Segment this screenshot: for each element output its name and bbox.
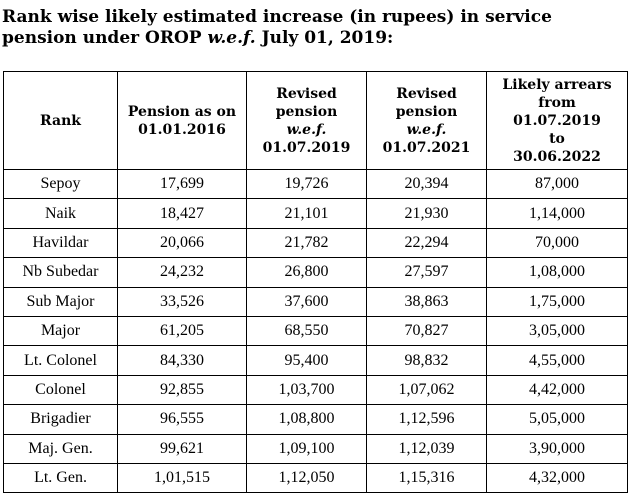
cell-arrears: 1,14,000 xyxy=(486,198,628,229)
header-revised-2019: Revised pension w.e.f. 01.07.2019 xyxy=(246,71,367,170)
header-arrears: Likely arrears from 01.07.2019 to 30.06.… xyxy=(486,71,628,170)
cell-revised-2021: 20,394 xyxy=(366,168,487,200)
header-line: to xyxy=(549,130,565,147)
cell-revised-2021: 70,827 xyxy=(366,315,487,347)
cell-arrears: 70,000 xyxy=(486,227,628,259)
table-row: Major 61,205 68,550 70,827 3,05,000 xyxy=(3,315,628,347)
cell-revised-2021: 38,863 xyxy=(366,286,487,317)
header-revised-2021: Revised pension w.e.f. 01.07.2021 xyxy=(366,71,487,170)
table-row: Nb Subedar 24,232 26,800 27,597 1,08,000 xyxy=(3,257,628,288)
cell-pension-2016: 84,330 xyxy=(117,345,247,376)
cell-revised-2021: 27,597 xyxy=(366,257,487,288)
cell-rank: Nb Subedar xyxy=(3,257,118,288)
table-row: Naik 18,427 21,101 21,930 1,14,000 xyxy=(3,198,628,229)
cell-revised-2019: 68,550 xyxy=(246,315,367,347)
header-rank: Rank xyxy=(3,71,118,170)
cell-rank: Havildar xyxy=(3,227,118,259)
header-line: 01.07.2021 xyxy=(382,139,471,156)
cell-revised-2021: 1,07,062 xyxy=(366,374,487,406)
header-line: 01.07.2019 xyxy=(513,112,601,129)
cell-revised-2021: 22,294 xyxy=(366,227,487,259)
cell-arrears: 4,55,000 xyxy=(486,345,628,376)
cell-rank: Maj. Gen. xyxy=(3,433,118,464)
cell-revised-2019: 21,101 xyxy=(246,198,367,229)
cell-rank: Sub Major xyxy=(3,286,118,317)
cell-arrears: 87,000 xyxy=(486,168,628,200)
pension-table: Rank Pension as on 01.01.2016 Revised pe… xyxy=(3,71,628,494)
cell-pension-2016: 61,205 xyxy=(117,315,247,347)
cell-rank: Lt. Gen. xyxy=(3,462,118,494)
cell-revised-2019: 26,800 xyxy=(246,257,367,288)
table-header-row: Rank Pension as on 01.01.2016 Revised pe… xyxy=(3,71,628,170)
cell-revised-2019: 95,400 xyxy=(246,345,367,376)
cell-rank: Sepoy xyxy=(3,168,118,200)
cell-pension-2016: 17,699 xyxy=(117,168,247,200)
cell-arrears: 1,08,000 xyxy=(486,257,628,288)
title-text: Rank wise likely estimated increase (in … xyxy=(2,7,552,48)
cell-revised-2021: 1,15,316 xyxy=(366,462,487,494)
cell-pension-2016: 92,855 xyxy=(117,374,247,406)
cell-rank: Colonel xyxy=(3,374,118,406)
cell-arrears: 4,32,000 xyxy=(486,462,628,494)
table-row: Colonel 92,855 1,03,700 1,07,062 4,42,00… xyxy=(3,374,628,406)
header-line: 01.01.2016 xyxy=(138,121,226,138)
cell-arrears: 3,90,000 xyxy=(486,433,628,464)
cell-rank: Lt. Colonel xyxy=(3,345,118,376)
cell-revised-2019: 1,03,700 xyxy=(246,374,367,406)
header-line: pension xyxy=(395,103,458,120)
header-line: Pension as on xyxy=(127,103,237,120)
cell-arrears: 3,05,000 xyxy=(486,315,628,347)
header-rank-label: Rank xyxy=(40,112,81,129)
title-italic-text: w.e.f. xyxy=(207,28,256,48)
table-row: Sepoy 17,699 19,726 20,394 87,000 xyxy=(3,168,628,200)
cell-arrears: 1,75,000 xyxy=(486,286,628,317)
header-line-italic: w.e.f. xyxy=(286,121,327,138)
cell-rank: Major xyxy=(3,315,118,347)
cell-revised-2019: 19,726 xyxy=(246,168,367,200)
header-line-italic: w.e.f. xyxy=(406,121,447,138)
cell-revised-2021: 1,12,596 xyxy=(366,404,487,435)
header-line: Likely arrears xyxy=(502,76,612,93)
cell-pension-2016: 24,232 xyxy=(117,257,247,288)
header-line: from xyxy=(538,94,576,111)
cell-pension-2016: 33,526 xyxy=(117,286,247,317)
cell-revised-2019: 1,09,100 xyxy=(246,433,367,464)
cell-revised-2019: 1,08,800 xyxy=(246,404,367,435)
table-row: Maj. Gen. 99,621 1,09,100 1,12,039 3,90,… xyxy=(3,433,628,464)
header-line: pension xyxy=(275,103,338,120)
table-row: Sub Major 33,526 37,600 38,863 1,75,000 xyxy=(3,286,628,317)
table-row: Havildar 20,066 21,782 22,294 70,000 xyxy=(3,227,628,259)
header-line: Revised xyxy=(396,85,457,102)
table-row: Brigadier 96,555 1,08,800 1,12,596 5,05,… xyxy=(3,404,628,435)
page-title: Rank wise likely estimated increase (in … xyxy=(2,7,628,49)
cell-pension-2016: 96,555 xyxy=(117,404,247,435)
cell-pension-2016: 18,427 xyxy=(117,198,247,229)
header-line: Revised xyxy=(276,85,337,102)
cell-pension-2016: 20,066 xyxy=(117,227,247,259)
title-date-text: July 01, 2019: xyxy=(255,28,394,48)
table-row: Lt. Gen. 1,01,515 1,12,050 1,15,316 4,32… xyxy=(3,462,628,494)
cell-revised-2021: 98,832 xyxy=(366,345,487,376)
cell-rank: Brigadier xyxy=(3,404,118,435)
cell-revised-2021: 21,930 xyxy=(366,198,487,229)
table-row: Lt. Colonel 84,330 95,400 98,832 4,55,00… xyxy=(3,345,628,376)
cell-revised-2019: 37,600 xyxy=(246,286,367,317)
header-line: 01.07.2019 xyxy=(262,139,351,156)
cell-pension-2016: 99,621 xyxy=(117,433,247,464)
cell-arrears: 5,05,000 xyxy=(486,404,628,435)
header-line: 30.06.2022 xyxy=(513,148,601,165)
cell-revised-2019: 21,782 xyxy=(246,227,367,259)
cell-revised-2019: 1,12,050 xyxy=(246,462,367,494)
cell-arrears: 4,42,000 xyxy=(486,374,628,406)
cell-rank: Naik xyxy=(3,198,118,229)
cell-revised-2021: 1,12,039 xyxy=(366,433,487,464)
cell-pension-2016: 1,01,515 xyxy=(117,462,247,494)
header-pension-2016: Pension as on 01.01.2016 xyxy=(117,71,247,170)
